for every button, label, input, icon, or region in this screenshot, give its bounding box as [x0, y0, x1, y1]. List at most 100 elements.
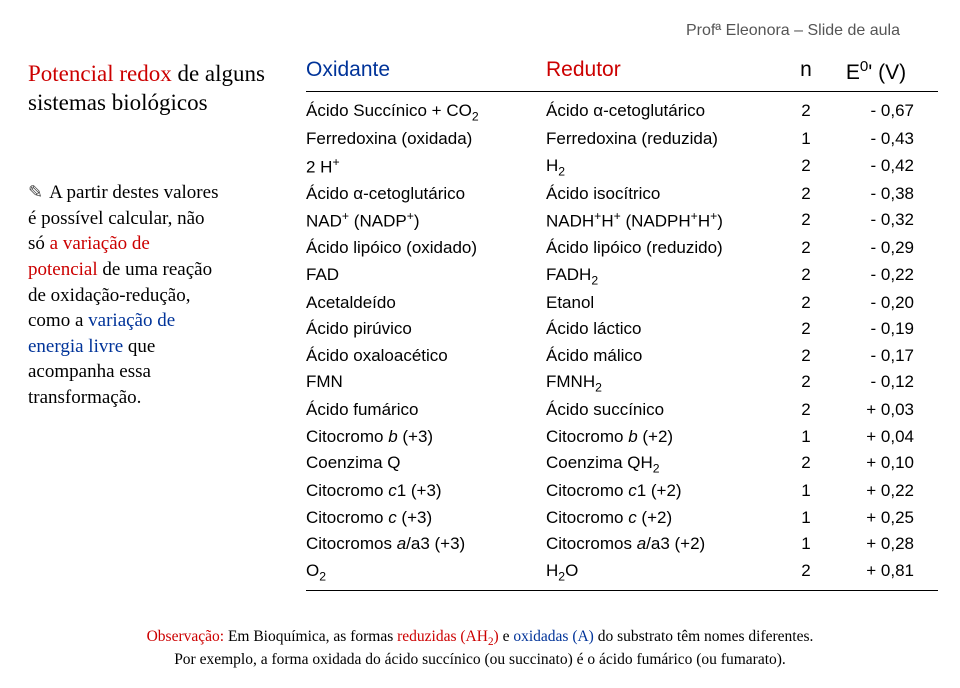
slide-title: Potencial redox de alguns sistemas bioló… — [28, 60, 296, 118]
cell-n: 2 — [786, 235, 826, 261]
cell-n: 2 — [786, 397, 826, 423]
bullet-l2: é possível calcular, não — [28, 208, 205, 229]
cell-e0: + 0,10 — [826, 450, 926, 478]
cell-n: 1 — [786, 505, 826, 531]
cell-redutor: Citocromo c1 (+2) — [546, 478, 786, 504]
cell-redutor: Ácido succínico — [546, 397, 786, 423]
obs-label: Observação: — [147, 628, 224, 645]
cell-n: 2 — [786, 181, 826, 207]
cell-redutor: Ácido lipóico (reduzido) — [546, 235, 786, 261]
cell-n: 1 — [786, 478, 826, 504]
cell-e0: - 0,17 — [826, 343, 926, 369]
cell-oxidante: 2 H+ — [306, 153, 546, 181]
bullet-l4rest: de uma reação — [98, 259, 212, 280]
cell-redutor: NADH+H+ (NADPH+H+) — [546, 207, 786, 235]
table-row: Ácido oxaloacéticoÁcido málico2- 0,17 — [306, 343, 938, 369]
cell-redutor: Ferredoxina (reduzida) — [546, 126, 786, 152]
obs-l1b: reduzidas (AH2) — [397, 628, 499, 645]
cell-n: 2 — [786, 316, 826, 342]
table-row: FADFADH22- 0,22 — [306, 262, 938, 290]
cell-oxidante: O2 — [306, 558, 546, 586]
cell-oxidante: Ácido α-cetoglutárico — [306, 181, 546, 207]
table-row: Citocromo c (+3)Citocromo c (+2)1+ 0,25 — [306, 505, 938, 531]
cell-redutor: Ácido málico — [546, 343, 786, 369]
cell-e0: + 0,03 — [826, 397, 926, 423]
cell-n: 2 — [786, 207, 826, 235]
obs-l1d: e — [499, 628, 514, 645]
cell-redutor: Citocromos a/a3 (+2) — [546, 531, 786, 557]
obs-l1a: Em Bioquímica, as formas — [228, 628, 397, 645]
cell-redutor: Ácido láctico — [546, 316, 786, 342]
cell-e0: - 0,29 — [826, 235, 926, 261]
cell-oxidante: Citocromos a/a3 (+3) — [306, 531, 546, 557]
cell-oxidante: Coenzima Q — [306, 450, 546, 478]
cell-e0: + 0,28 — [826, 531, 926, 557]
obs-l1e: oxidadas (A) — [513, 628, 594, 645]
th-e0: E0' (V) — [826, 58, 926, 85]
th-n: n — [786, 58, 826, 85]
cell-oxidante: Ferredoxina (oxidada) — [306, 126, 546, 152]
cell-n: 1 — [786, 424, 826, 450]
table-header-row: Oxidante Redutor n E0' (V) — [306, 58, 938, 92]
bullet-l8: acompanha essa — [28, 361, 151, 382]
cell-e0: + 0,25 — [826, 505, 926, 531]
cell-redutor: Citocromo c (+2) — [546, 505, 786, 531]
table-row: Ácido lipóico (oxidado)Ácido lipóico (re… — [306, 235, 938, 261]
cell-e0: + 0,22 — [826, 478, 926, 504]
cell-redutor: H2O — [546, 558, 786, 586]
table-row: Citocromos a/a3 (+3)Citocromos a/a3 (+2)… — [306, 531, 938, 557]
cell-oxidante: FAD — [306, 262, 546, 290]
cell-n: 2 — [786, 262, 826, 290]
table-body: Ácido Succínico + CO2 Ácido α-cetoglutári… — [306, 98, 938, 586]
bullet-block: ✎A partir destes valores é possível calc… — [28, 180, 296, 411]
cell-n: 1 — [786, 531, 826, 557]
cell-e0: + 0,04 — [826, 424, 926, 450]
cell-redutor: FADH2 — [546, 262, 786, 290]
cell-oxidante: Ácido lipóico (oxidado) — [306, 235, 546, 261]
title-rest1: de alguns — [172, 61, 265, 86]
table-row: 2 H+H22- 0,42 — [306, 153, 938, 181]
bullet-l3a: só — [28, 233, 50, 254]
title-red: Potencial redox — [28, 61, 172, 86]
table-row: Ácido Succínico + CO2Ácido α-cetoglutári… — [306, 98, 938, 126]
cell-oxidante: Ácido oxaloacético — [306, 343, 546, 369]
table-row: O2H2O2+ 0,81 — [306, 558, 938, 586]
header-prof-line: Profª Eleonora – Slide de aula — [686, 22, 900, 40]
th-oxidante: Oxidante — [306, 58, 546, 85]
table-row: Ácido fumáricoÁcido succínico2+ 0,03 — [306, 397, 938, 423]
bullet-l6b: variação de — [88, 310, 175, 331]
cell-oxidante: Citocromo c1 (+3) — [306, 478, 546, 504]
cell-n: 2 — [786, 369, 826, 397]
th-redutor: Redutor — [546, 58, 786, 85]
observation-block: Observação: Em Bioquímica, as formas red… — [28, 627, 932, 670]
cell-e0: - 0,43 — [826, 126, 926, 152]
obs-l2: Por exemplo, a forma oxidada do ácido su… — [174, 651, 786, 668]
cell-e0: - 0,42 — [826, 153, 926, 181]
bullet-l1: A partir destes valores — [49, 182, 218, 203]
table-row: Ferredoxina (oxidada)Ferredoxina (reduzi… — [306, 126, 938, 152]
cell-oxidante: Citocromo c (+3) — [306, 505, 546, 531]
bullet-l5: de oxidação-redução, — [28, 285, 190, 306]
cell-n: 1 — [786, 126, 826, 152]
table-row: Citocromo c1 (+3)Citocromo c1 (+2)1+ 0,2… — [306, 478, 938, 504]
cell-oxidante: FMN — [306, 369, 546, 397]
cell-e0: - 0,32 — [826, 207, 926, 235]
cell-redutor: H2 — [546, 153, 786, 181]
table-row: Coenzima QCoenzima QH22+ 0,10 — [306, 450, 938, 478]
cell-redutor: Citocromo b (+2) — [546, 424, 786, 450]
bullet-l6a: como a — [28, 310, 88, 331]
cell-n: 2 — [786, 343, 826, 369]
cell-redutor: Etanol — [546, 290, 786, 316]
table-row: NAD+ (NADP+)NADH+H+ (NADPH+H+)2- 0,32 — [306, 207, 938, 235]
cell-oxidante: Ácido Succínico + CO2 — [306, 98, 546, 126]
obs-l1f: do substrato têm nomes diferentes. — [594, 628, 814, 645]
cell-n: 2 — [786, 450, 826, 478]
cell-redutor: FMNH2 — [546, 369, 786, 397]
bullet-l3b: a variação de — [50, 233, 150, 254]
bullet-l4red: potencial — [28, 259, 98, 280]
table-row: Citocromo b (+3)Citocromo b (+2)1+ 0,04 — [306, 424, 938, 450]
table-footer-rule — [306, 590, 938, 591]
cell-e0: - 0,22 — [826, 262, 926, 290]
bullet-l7rest: que — [123, 336, 155, 357]
table-row: Ácido pirúvicoÁcido láctico2- 0,19 — [306, 316, 938, 342]
